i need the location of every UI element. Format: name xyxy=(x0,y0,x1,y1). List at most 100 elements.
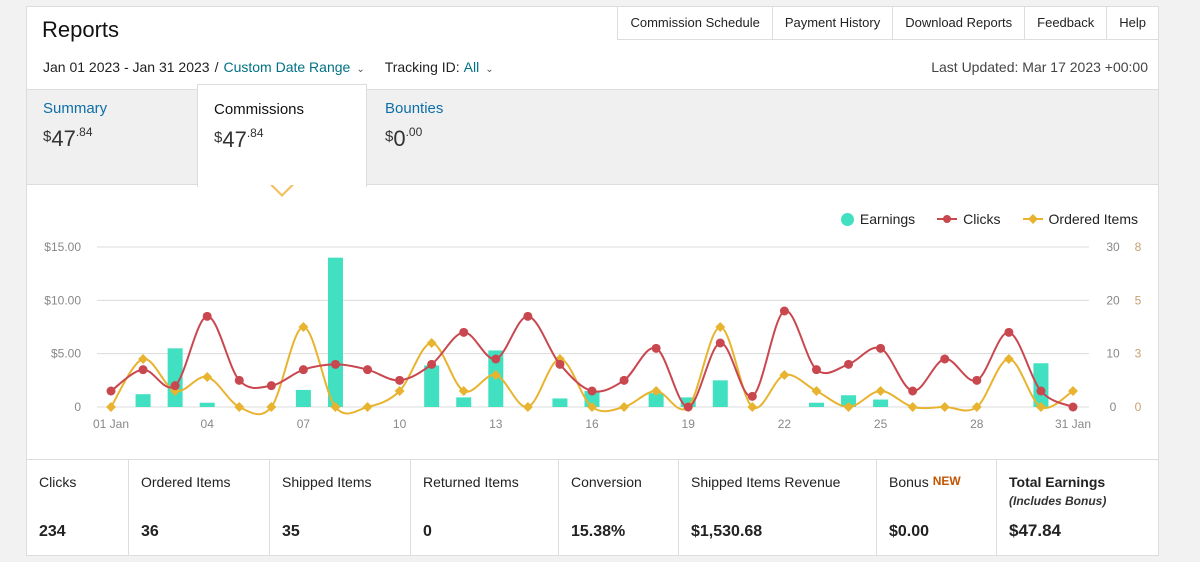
stat-value: 15.38% xyxy=(571,523,626,540)
stat-ordered-items: Ordered Items 36 xyxy=(129,460,270,555)
legend-earnings[interactable]: Earnings xyxy=(840,211,915,227)
clicks-point xyxy=(747,391,757,401)
clicks-point xyxy=(811,365,821,375)
stat-label: Shipped Items Revenue xyxy=(691,474,841,490)
ordered-items-point xyxy=(939,402,950,412)
earnings-bar xyxy=(327,257,343,407)
clicks-point xyxy=(972,375,982,385)
custom-date-range-dropdown[interactable]: Custom Date Range ⌄ xyxy=(223,59,364,75)
top-nav: Commission Schedule Payment History Down… xyxy=(617,7,1158,40)
payment-history-button[interactable]: Payment History xyxy=(771,7,893,40)
commissions-dollars: 47 xyxy=(222,127,247,152)
earnings-bar xyxy=(648,393,664,407)
tab-summary[interactable]: Summary $47.84 xyxy=(27,90,197,186)
ordered-items-point xyxy=(202,372,213,382)
stat-value: 35 xyxy=(282,523,300,540)
earnings-bar xyxy=(552,398,568,407)
ordered-items-point xyxy=(971,402,982,412)
x-tick-label: 25 xyxy=(874,417,888,431)
stat-label: Conversion xyxy=(571,474,642,490)
earnings-chart: 0 $5.00 $10.00 $15.00 0 10 20 30 0 3 5 8 01 Jan 04 07 1… xyxy=(44,240,1142,431)
stat-sublabel: (Includes Bonus) xyxy=(1009,494,1107,508)
stat-label: Returned Items xyxy=(423,474,519,490)
ordered-items-point xyxy=(779,370,790,380)
stat-label: Bonus NEW xyxy=(889,474,984,490)
x-tick-label: 22 xyxy=(778,417,792,431)
ordered-items-point xyxy=(843,402,854,412)
ordered-items-point xyxy=(715,322,726,332)
reports-panel: Reports Commission Schedule Payment Hist… xyxy=(26,6,1159,556)
y-mid-tick-label: 0 xyxy=(1110,400,1117,414)
tracking-id-label: Tracking ID: xyxy=(384,59,460,75)
clicks-point xyxy=(491,354,501,364)
custom-date-range-label: Custom Date Range xyxy=(223,59,351,75)
x-tick-label: 13 xyxy=(489,417,503,431)
earnings-bar xyxy=(841,395,857,407)
earnings-dot-icon xyxy=(840,212,854,226)
stat-returned-items: Returned Items 0 xyxy=(411,460,559,555)
ordered-items-point xyxy=(234,402,245,412)
y-mid-tick-label: 30 xyxy=(1106,240,1120,254)
clicks-point xyxy=(106,386,116,396)
commissions-amount: $47.84 xyxy=(214,126,350,153)
bounties-dollars: 0 xyxy=(393,126,406,151)
stat-value: $0.00 xyxy=(889,523,930,540)
commission-schedule-button[interactable]: Commission Schedule xyxy=(617,7,772,40)
tab-commissions[interactable]: Commissions $47.84 xyxy=(197,84,367,187)
tracking-id-value: All xyxy=(463,59,480,75)
last-updated-text: Last Updated: Mar 17 2023 +00:00 xyxy=(931,59,1148,75)
stat-clicks: Clicks 234 xyxy=(27,460,129,555)
stat-label: Ordered Items xyxy=(141,474,231,490)
bounties-cents: .00 xyxy=(405,125,423,139)
stat-value: 234 xyxy=(39,523,66,540)
legend-ordered[interactable]: Ordered Items xyxy=(1022,211,1138,227)
y-right-tick-label: 5 xyxy=(1135,293,1142,307)
y-right-tick-label: 8 xyxy=(1135,240,1142,254)
clicks-point xyxy=(1068,402,1078,412)
stat-conversion: Conversion 15.38% xyxy=(559,460,679,555)
y-left-tick-label: 0 xyxy=(74,400,81,414)
page-title: Reports xyxy=(42,17,120,42)
feedback-button[interactable]: Feedback xyxy=(1024,7,1107,40)
y-mid-tick-label: 20 xyxy=(1106,293,1120,307)
earnings-bar xyxy=(167,348,183,407)
clicks-point xyxy=(651,343,661,353)
clicks-point xyxy=(1004,327,1014,337)
clicks-point xyxy=(555,359,565,369)
new-badge: NEW xyxy=(932,474,961,488)
ordered-items-point xyxy=(266,402,277,412)
stat-bonus: Bonus NEW $0.00 xyxy=(877,460,997,555)
report-tabs: Summary $47.84 Commissions $47.84 Bounti… xyxy=(27,84,1158,187)
earnings-bar xyxy=(873,399,889,407)
clicks-point xyxy=(1036,386,1046,396)
clicks-line-icon xyxy=(937,215,958,223)
earnings-bar xyxy=(424,365,440,407)
filters-bar: Jan 01 2023 - Jan 31 2023 / Custom Date … xyxy=(43,59,494,75)
legend-clicks[interactable]: Clicks xyxy=(937,211,1001,227)
download-reports-button[interactable]: Download Reports xyxy=(892,7,1025,40)
stat-label: Shipped Items xyxy=(282,474,372,490)
currency-symbol: $ xyxy=(385,128,394,145)
clicks-point xyxy=(266,381,276,391)
x-tick-label: 04 xyxy=(201,417,215,431)
ordered-items-point xyxy=(587,402,597,412)
ordered-items-point xyxy=(619,402,630,412)
date-separator: / xyxy=(214,59,219,75)
tab-bounties[interactable]: Bounties $0.00 xyxy=(369,90,539,186)
clicks-point xyxy=(202,311,212,321)
ordered-items-point xyxy=(426,338,437,348)
tracking-id-dropdown[interactable]: All ⌄ xyxy=(464,59,494,75)
x-tick-label: 19 xyxy=(682,417,696,431)
help-button[interactable]: Help xyxy=(1106,7,1158,40)
ordered-items-point xyxy=(811,386,822,396)
clicks-point xyxy=(138,365,148,375)
clicks-point xyxy=(619,375,629,385)
clicks-point xyxy=(330,359,340,369)
currency-symbol: $ xyxy=(43,128,52,145)
summary-amount: $47.84 xyxy=(43,125,181,152)
y-right-tick-label: 0 xyxy=(1135,400,1142,414)
ordered-items-point xyxy=(907,402,918,412)
bonus-label: Bonus xyxy=(889,474,929,490)
ordered-items-point xyxy=(747,402,758,412)
clicks-point xyxy=(298,365,308,375)
